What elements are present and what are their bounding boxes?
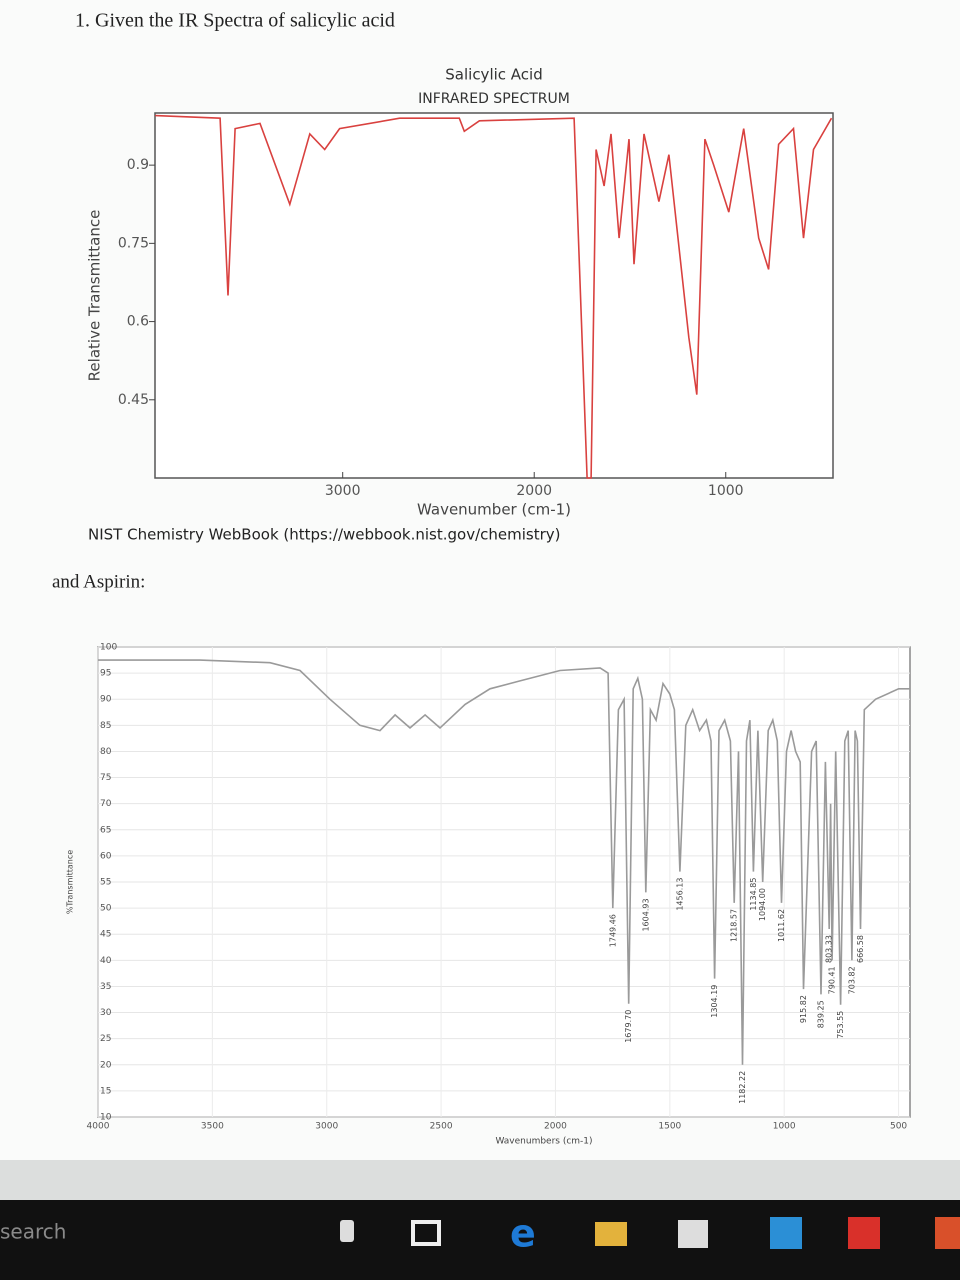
peak-label: 1011.62 [777,909,786,942]
y-tick-label: 45 [100,930,111,940]
search-box[interactable]: search [0,1220,66,1244]
peak-label: 1218.57 [730,909,739,942]
peak-label: 1094.00 [758,888,767,921]
y-tick-label: 85 [100,721,111,731]
peak-label: 803.33 [825,935,834,963]
peak-label: 1134.85 [749,878,758,911]
peak-label: 1749.46 [608,914,617,947]
x-tick-label: 4000 [87,1122,110,1132]
peak-label: 1304.19 [710,985,719,1018]
task-view-icon[interactable] [411,1220,441,1246]
y-tick-label: 80 [100,747,112,757]
edge-icon[interactable]: e [510,1212,536,1256]
y-tick-label: 55 [100,878,111,888]
explorer-icon[interactable] [595,1222,627,1246]
y-tick-label: 10 [100,1113,112,1123]
store-icon[interactable] [678,1220,708,1248]
heading: 1. Given the IR Spectra of salicylic aci… [75,10,395,32]
app-l-icon[interactable] [770,1217,802,1249]
x-tick-label: 3000 [325,483,361,499]
peak-label: 1456.13 [675,878,684,911]
taskbar [0,1200,960,1280]
y-tick-label: 40 [100,956,112,966]
y-tick-label: 0.45 [118,392,149,408]
y-tick-label: 65 [100,825,111,835]
y-tick-label: 20 [100,1060,112,1070]
plot-area [154,112,834,479]
y-tick-label: 0.6 [127,314,149,330]
peak-label: 666.58 [856,935,865,963]
x-tick-label: 1000 [708,483,744,499]
aspirin-intro: and Aspirin: [52,571,145,592]
y-tick-label: 35 [100,982,111,992]
x-tick-label: 1000 [773,1122,796,1132]
x-tick-label: 2000 [516,483,552,499]
x-tick-label: 3000 [315,1122,338,1132]
mic-icon[interactable] [340,1220,354,1242]
peak-label: 1604.93 [641,898,650,931]
spectrum-line [98,659,910,1065]
peak-label: 790.41 [828,966,837,994]
y-tick-label: 90 [100,695,112,705]
x-axis-label: Wavenumbers (cm-1) [495,1137,592,1147]
y-tick-label: 95 [100,669,111,679]
y-tick-label: 60 [100,851,112,861]
x-tick-label: 2500 [430,1122,453,1132]
spectrum-line [155,114,833,479]
y-tick-label: 70 [100,799,112,809]
peak-label: 839.25 [816,1000,825,1028]
y-tick-label: 30 [100,1008,112,1018]
x-axis-label: Wavenumber (cm-1) [417,501,571,519]
x-tick-label: 500 [890,1122,907,1132]
y-tick-label: 0.75 [118,235,149,251]
y-tick-label: 25 [100,1034,111,1044]
peak-label: 1182.22 [738,1071,747,1104]
peak-label: 703.82 [847,966,856,994]
chart-subtitle: INFRARED SPECTRUM [418,91,570,107]
peak-label: 915.82 [799,995,808,1023]
chart-title: Salicylic Acid [445,66,542,84]
y-tick-label: 15 [100,1086,111,1096]
peak-label: 753.55 [836,1011,845,1039]
y-axis-label: %Transmittance [66,850,75,914]
x-tick-label: 1500 [658,1122,681,1132]
y-axis-label: Relative Transmittance [86,210,104,382]
x-tick-label: 3500 [201,1122,224,1132]
gap-strip [0,1160,960,1200]
y-tick-label: 50 [100,904,112,914]
x-tick-label: 2000 [544,1122,567,1132]
app-orange-icon[interactable] [935,1217,960,1249]
app-red-icon[interactable] [848,1217,880,1249]
y-tick-label: 75 [100,773,111,783]
peak-label: 1679.70 [624,1010,633,1043]
source-note: NIST Chemistry WebBook (https://webbook.… [88,526,561,544]
y-tick-label: 100 [100,643,117,653]
y-tick-label: 0.9 [127,157,149,173]
